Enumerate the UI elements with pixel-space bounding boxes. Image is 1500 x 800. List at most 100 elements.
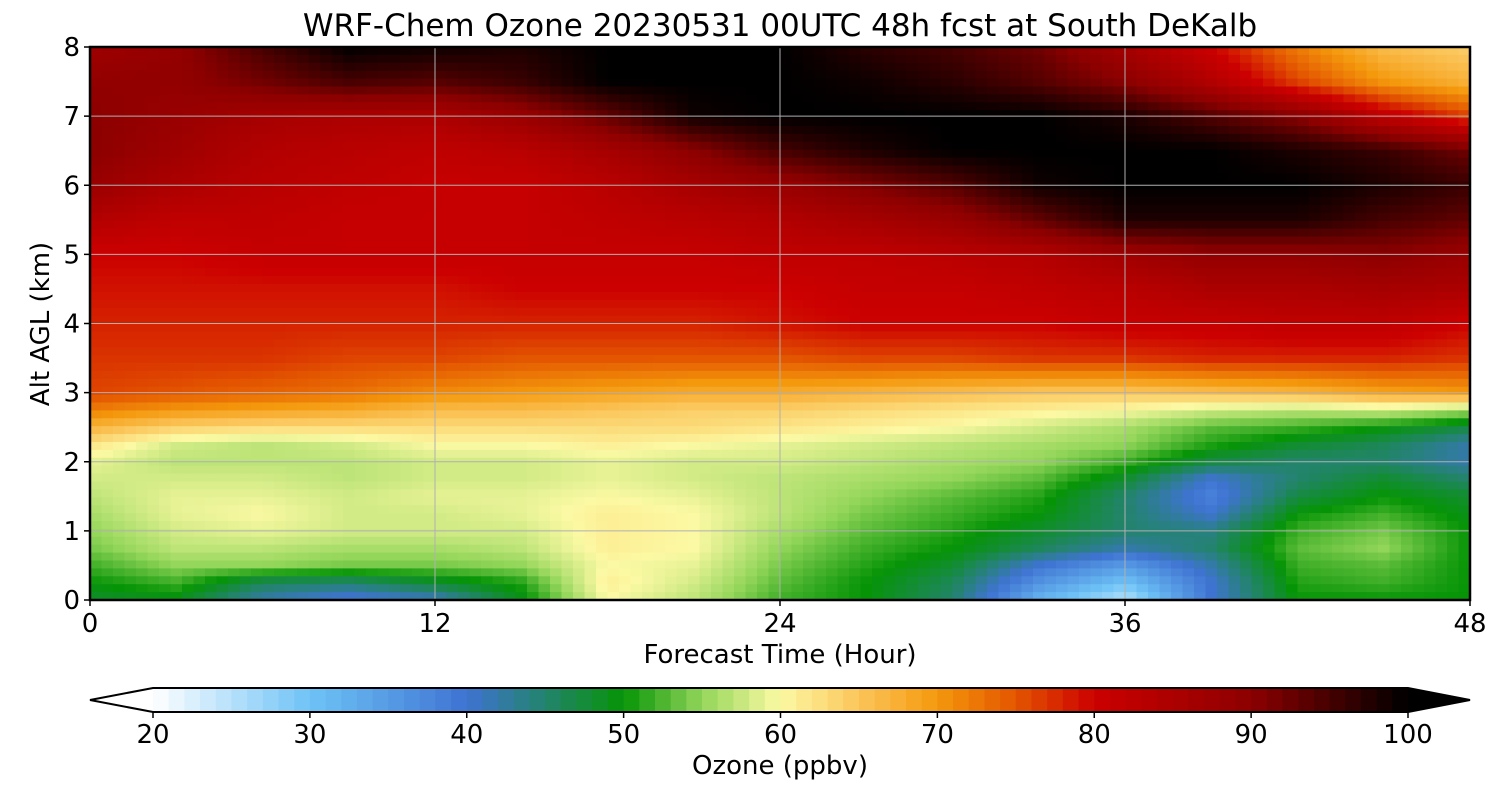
heatmap-cell <box>780 291 793 301</box>
heatmap-cell <box>1044 70 1057 80</box>
heatmap-cell <box>435 86 448 95</box>
heatmap-cell <box>205 220 218 230</box>
heatmap-cell <box>952 268 965 277</box>
heatmap-cell <box>906 355 919 364</box>
heatmap-cell <box>343 94 356 103</box>
heatmap-cell <box>538 299 551 309</box>
heatmap-cell <box>1205 347 1218 356</box>
heatmap-cell <box>1435 62 1448 72</box>
heatmap-cell <box>1240 157 1253 167</box>
heatmap-cell <box>136 331 149 340</box>
heatmap-cell <box>918 118 931 127</box>
heatmap-cell <box>745 220 758 230</box>
heatmap-cell <box>1378 260 1391 269</box>
heatmap-cell <box>860 205 873 214</box>
heatmap-cell <box>481 220 494 230</box>
heatmap-cell <box>975 284 988 293</box>
heatmap-cell <box>285 347 298 356</box>
heatmap-cell <box>814 94 827 103</box>
heatmap-cell <box>251 102 264 111</box>
heatmap-cell <box>768 133 781 143</box>
heatmap-cell <box>504 133 517 143</box>
heatmap-cell <box>1401 347 1414 356</box>
heatmap-cell <box>1274 268 1287 277</box>
heatmap-cell <box>1102 78 1115 88</box>
heatmap-cell <box>1355 149 1368 159</box>
heatmap-cell <box>964 268 977 277</box>
heatmap-cell <box>550 70 563 80</box>
heatmap-cell <box>1171 268 1184 277</box>
heatmap-cell <box>699 291 712 301</box>
heatmap-cell <box>182 228 195 238</box>
heatmap-cell <box>883 260 896 269</box>
heatmap-cell <box>826 355 839 364</box>
heatmap-cell <box>1412 339 1425 348</box>
heatmap-cell <box>320 260 333 269</box>
heatmap-cell <box>780 212 793 222</box>
heatmap-cell <box>699 355 712 364</box>
heatmap-cell <box>423 331 436 340</box>
heatmap-cell <box>320 339 333 348</box>
heatmap-cell <box>1435 339 1448 348</box>
heatmap-cell <box>1332 212 1345 222</box>
heatmap-cell <box>182 276 195 285</box>
heatmap-cell <box>308 54 321 64</box>
heatmap-cell <box>1067 363 1080 372</box>
heatmap-cell <box>412 220 425 230</box>
heatmap-cell <box>1102 252 1115 261</box>
heatmap-cell <box>504 110 517 119</box>
heatmap-cell <box>1125 141 1138 151</box>
heatmap-cell <box>849 78 862 88</box>
heatmap-cell <box>147 212 160 222</box>
heatmap-cell <box>492 102 505 111</box>
heatmap-cell <box>918 299 931 309</box>
heatmap-cell <box>550 78 563 88</box>
heatmap-cell <box>193 141 206 151</box>
heatmap-cell <box>699 149 712 159</box>
heatmap-cell <box>630 102 643 111</box>
heatmap-cell <box>251 149 264 159</box>
heatmap-cell <box>711 323 724 332</box>
heatmap-cell <box>389 189 402 198</box>
heatmap-cell <box>688 173 701 182</box>
heatmap-cell <box>481 70 494 80</box>
heatmap-cell <box>573 355 586 364</box>
heatmap-cell <box>193 110 206 119</box>
heatmap-cell <box>389 133 402 143</box>
heatmap-cell <box>1366 165 1379 174</box>
heatmap-cell <box>791 157 804 167</box>
heatmap-cell <box>251 347 264 356</box>
heatmap-cell <box>1056 355 1069 364</box>
heatmap-cell <box>1205 331 1218 340</box>
heatmap-cell <box>849 126 862 135</box>
heatmap-cell <box>1217 70 1230 80</box>
heatmap-cell <box>1228 62 1241 72</box>
heatmap-cell <box>1102 133 1115 143</box>
heatmap-cell <box>642 252 655 261</box>
heatmap-cell <box>596 173 609 182</box>
heatmap-cell <box>1251 268 1264 277</box>
heatmap-cell <box>1056 363 1069 372</box>
heatmap-cell <box>883 307 896 317</box>
heatmap-cell <box>262 276 275 285</box>
heatmap-cell <box>1217 149 1230 159</box>
heatmap-cell <box>274 339 287 348</box>
heatmap-cell <box>458 62 471 72</box>
heatmap-cell <box>653 276 666 285</box>
heatmap-cell <box>642 299 655 309</box>
heatmap-cell <box>1033 244 1046 253</box>
heatmap-cell <box>987 102 1000 111</box>
heatmap-cell <box>1090 126 1103 135</box>
heatmap-cell <box>619 118 632 127</box>
heatmap-cell <box>90 307 103 317</box>
heatmap-cell <box>1263 173 1276 182</box>
heatmap-cell <box>975 244 988 253</box>
heatmap-cell <box>734 220 747 230</box>
heatmap-cell <box>1205 220 1218 230</box>
heatmap-cell <box>1228 141 1241 151</box>
heatmap-cell <box>837 189 850 198</box>
heatmap-cell <box>757 149 770 159</box>
heatmap-cell <box>676 315 689 325</box>
heatmap-cell <box>596 347 609 356</box>
heatmap-cell <box>975 133 988 143</box>
